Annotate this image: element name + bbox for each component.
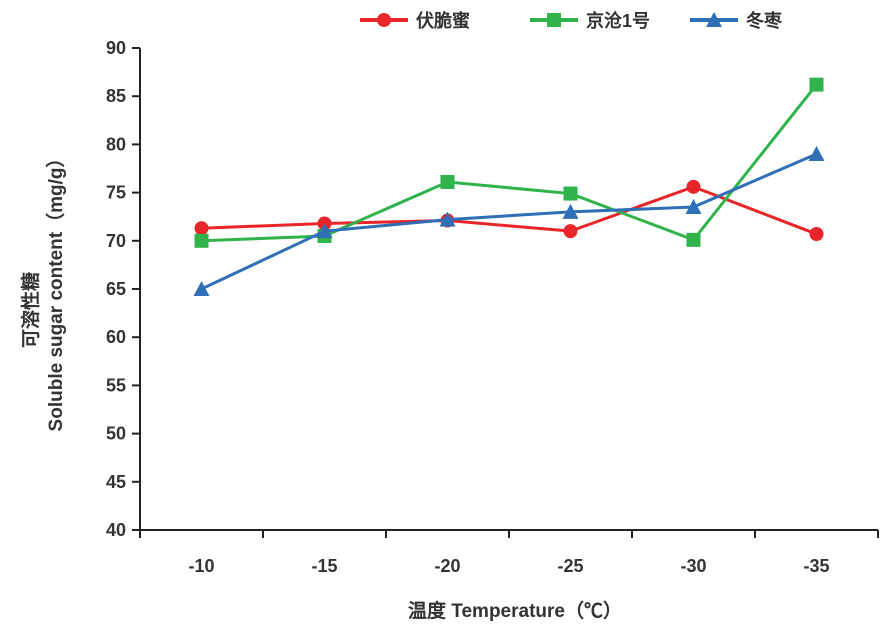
y-tick-label: 40 (106, 520, 126, 540)
y-tick-label: 45 (106, 472, 126, 492)
data-point (439, 211, 456, 227)
data-point (808, 146, 825, 162)
x-tick-label: -25 (557, 556, 583, 576)
legend-item: 伏脆蜜 (360, 10, 470, 31)
data-point (686, 179, 701, 194)
data-point (193, 281, 210, 296)
x-tick-label: -10 (188, 556, 214, 576)
y-tick-label: 90 (106, 38, 126, 58)
x-tick-label: -20 (434, 556, 460, 576)
y-tick-label: 80 (106, 134, 126, 154)
y-tick-label: 55 (106, 375, 126, 395)
y-axis-title-cn: 可溶性糖 (19, 272, 42, 348)
series-line (201, 83, 818, 243)
legend-label: 京沧1号 (586, 10, 650, 31)
legend-label: 伏脆蜜 (416, 10, 470, 31)
data-point (316, 223, 333, 239)
legend-marker (547, 13, 561, 27)
data-point (440, 174, 455, 189)
data-point (809, 227, 824, 242)
legend-item: 京沧1号 (530, 10, 650, 31)
y-axis-title-en: Soluble sugar content（mg/g） (44, 149, 67, 432)
legend-marker (377, 13, 391, 27)
x-tick-label: -35 (803, 556, 829, 576)
series-line (201, 185, 818, 236)
legend-marker (706, 12, 722, 27)
data-point (563, 224, 578, 239)
y-tick-label: 70 (106, 231, 126, 251)
data-point (194, 221, 209, 236)
data-point (194, 233, 209, 248)
x-tick-label: -15 (311, 556, 337, 576)
legend-label: 冬枣 (746, 10, 783, 31)
data-point (809, 77, 824, 92)
series-2 (194, 77, 824, 248)
data-point (563, 186, 578, 201)
y-tick-label: 50 (106, 424, 126, 444)
y-tick-label: 65 (106, 279, 126, 299)
data-point (562, 203, 579, 219)
y-tick-label: 75 (106, 183, 126, 203)
data-point (685, 199, 702, 215)
y-tick-label: 60 (106, 327, 126, 347)
legend-item: 冬枣 (690, 10, 783, 31)
x-axis: -10 -15 -20 -25 -30 -35 (139, 529, 879, 576)
series-line (200, 152, 818, 291)
y-tick-label: 85 (106, 86, 126, 106)
series-layer (193, 77, 825, 296)
y-axis: 40 45 50 55 60 65 70 75 80 85 90 (106, 38, 141, 540)
x-axis-title: 温度 Temperature（℃） (408, 599, 622, 622)
data-point (686, 232, 701, 247)
series-3 (193, 146, 825, 296)
x-tick-label: -30 (680, 556, 706, 576)
legend: 伏脆蜜 京沧1号 冬枣 (360, 10, 783, 31)
